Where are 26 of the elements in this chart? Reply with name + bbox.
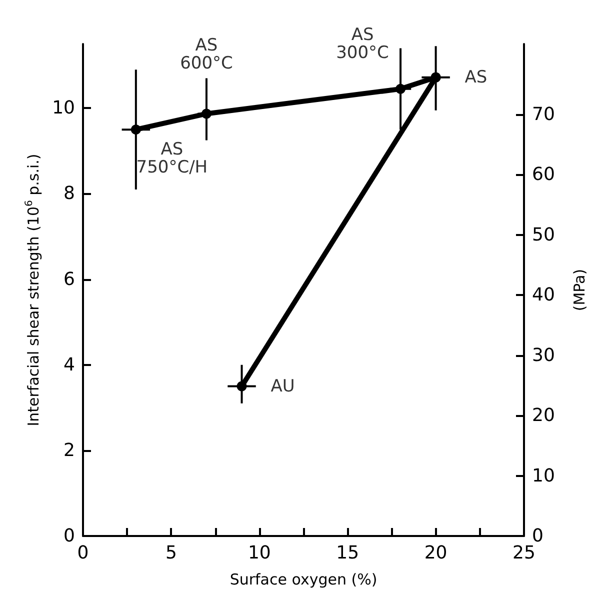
y2-tick-label: 40 — [532, 284, 555, 306]
y-tick-label: 10 — [52, 98, 75, 119]
y2-axis-title: (MPa) — [570, 268, 588, 312]
y-tick-label: 6 — [64, 268, 75, 290]
y2-tick-label: 30 — [532, 344, 555, 366]
y-tick-label: 0 — [64, 526, 75, 546]
y2-tick-label: 50 — [532, 224, 555, 246]
annotation: AS 300°C — [336, 24, 389, 63]
x-tick-label: 0 — [77, 542, 89, 564]
annotation: AS 750°C/H — [136, 140, 208, 178]
y2-tick-label: 10 — [532, 465, 555, 486]
x-tick-label: 15 — [336, 542, 360, 564]
y-axis-title: Interfacial shear strength (106 p.s.i.) — [24, 154, 43, 426]
y-tick-label: 2 — [64, 440, 75, 461]
y2-tick-label: 60 — [532, 164, 555, 186]
annotation: AS 600°C — [180, 36, 233, 74]
y-tick-label: 8 — [64, 183, 75, 204]
y2-tick-label: 20 — [532, 405, 555, 426]
x-tick-label: 20 — [424, 542, 448, 564]
y2-tick-label: 70 — [532, 104, 555, 125]
x-axis-title: Surface oxygen (%) — [230, 570, 378, 588]
x-tick-label: 5 — [165, 542, 177, 564]
annotation: AU — [270, 376, 295, 396]
y-tick-label: 4 — [64, 354, 75, 376]
annotation: AS — [464, 67, 488, 88]
x-tick-label: 10 — [248, 542, 271, 564]
